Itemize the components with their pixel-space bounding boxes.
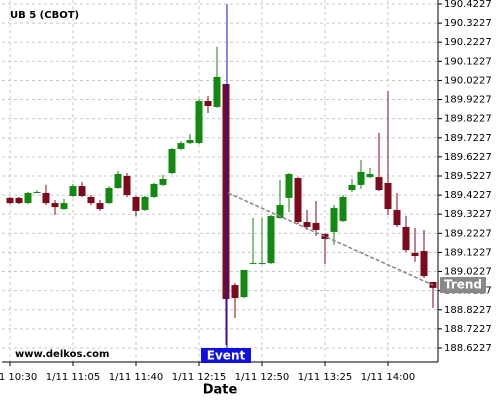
trend-line — [227, 192, 434, 286]
y-tick-label: 190.0227 — [444, 75, 492, 86]
y-tick-label: 189.1227 — [444, 247, 492, 258]
candle-body — [159, 178, 167, 185]
candle-body — [105, 187, 113, 204]
y-tick-label: 190.1227 — [444, 56, 492, 67]
candle-body — [150, 183, 158, 197]
candle-body — [366, 174, 374, 178]
candle-body — [231, 285, 239, 299]
y-tick-label: 189.6227 — [444, 152, 492, 163]
candle-body — [69, 186, 77, 197]
candle-body — [330, 208, 338, 232]
x-tick-label: 1/11 12:15 — [172, 372, 226, 383]
event-label-box — [201, 348, 251, 363]
candle-body — [60, 203, 68, 209]
candle-body — [141, 196, 149, 210]
x-axis-label: Date — [203, 383, 238, 398]
candle-body — [411, 252, 419, 257]
trend-label: Trend — [444, 278, 482, 292]
y-tick-label: 188.8227 — [444, 305, 492, 316]
x-tick-label: 1/11 13:25 — [298, 372, 352, 383]
event-label: Event — [207, 349, 246, 363]
candle-body — [402, 226, 410, 251]
candle-body — [276, 204, 284, 218]
candle-body — [321, 234, 329, 240]
y-tick-label: 189.8227 — [444, 114, 492, 125]
chart-title: UB 5 (CBOT) — [10, 10, 79, 21]
x-tick-label: 1/11 11:05 — [46, 372, 100, 383]
candle-body — [195, 101, 203, 144]
watermark: www.delkos.com — [15, 349, 109, 360]
candle-body — [96, 203, 104, 209]
y-tick-label: 189.7227 — [444, 133, 492, 144]
y-tick-label: 188.7227 — [444, 324, 492, 335]
candle-body — [177, 143, 185, 149]
candle-body — [339, 196, 347, 222]
candle-body — [303, 221, 311, 227]
x-tick-label: 1/11 11:40 — [109, 372, 163, 383]
candle-body — [204, 101, 212, 106]
candle-body — [6, 197, 14, 204]
candle-body — [240, 269, 248, 298]
y-tick-label: 190.4227 — [444, 0, 492, 10]
candle-body — [222, 84, 230, 300]
y-tick-label: 190.2227 — [444, 37, 492, 48]
y-tick-label: 189.2227 — [444, 228, 492, 239]
candle-body — [258, 263, 266, 265]
candle-body — [348, 184, 356, 191]
candle-body — [213, 76, 221, 107]
x-tick-label: 1/11 12:50 — [235, 372, 289, 383]
y-tick-label: 189.3227 — [444, 209, 492, 220]
candle-body — [312, 222, 320, 231]
candle-body — [123, 175, 131, 196]
candle-body — [393, 209, 401, 226]
trend-label-box — [440, 277, 486, 294]
candle-body — [294, 178, 302, 222]
candle-body — [42, 192, 50, 204]
candle-body — [24, 192, 32, 204]
candle-body — [375, 177, 383, 191]
y-tick-label: 190.3227 — [444, 18, 492, 29]
y-tick-label: 189.4227 — [444, 190, 492, 201]
candle-body — [168, 148, 176, 174]
candle-body — [249, 263, 257, 265]
candle-body — [384, 183, 392, 209]
candle-body — [420, 251, 428, 277]
y-tick-label: 188.6227 — [444, 343, 492, 354]
candle-body — [87, 196, 95, 204]
candle-body — [285, 174, 293, 198]
candle-body — [267, 216, 275, 264]
x-tick-label: 1/11 14:00 — [361, 372, 415, 383]
candle-body — [78, 186, 86, 197]
candle-body — [15, 197, 23, 204]
y-tick-label: 189.5227 — [444, 171, 492, 182]
candle-body — [33, 191, 41, 193]
candle-body — [114, 174, 122, 188]
candle-body — [51, 203, 59, 208]
y-tick-label: 189.0227 — [444, 267, 492, 278]
y-tick-label: 189.9227 — [444, 95, 492, 106]
candle-body — [186, 140, 194, 144]
x-tick-label: 1/11 10:30 — [0, 372, 37, 383]
candle-body — [357, 171, 365, 185]
candle-body — [132, 196, 140, 211]
